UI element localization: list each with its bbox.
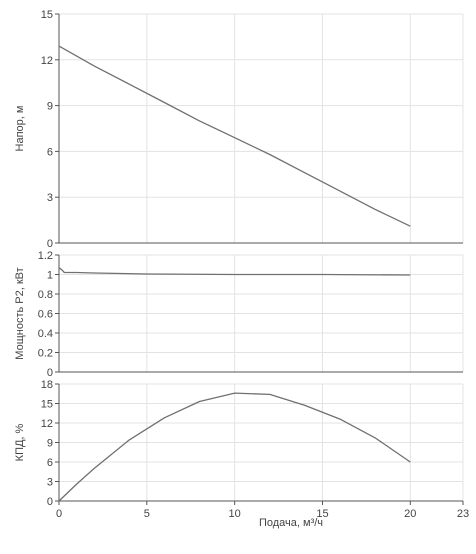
efficiency-ytick-label: 9 [47, 438, 53, 450]
power-ytick-label: 1 [47, 270, 53, 282]
efficiency-ytick-label: 6 [47, 457, 53, 469]
head-series-line [58, 45, 411, 227]
efficiency-ytick-label: 18 [41, 379, 53, 391]
power-ytick-label: 1.2 [38, 250, 53, 262]
efficiency-series-line [58, 392, 411, 502]
efficiency-xtick-label: 23 [457, 508, 469, 520]
power-ytick-label: 0.6 [38, 309, 53, 321]
efficiency-xlabel: Подача, м³/ч [259, 517, 323, 529]
head-ytick-label: 12 [41, 55, 53, 67]
head-ytick-label: 0 [47, 238, 53, 250]
head-ytick-label: 9 [47, 101, 53, 113]
efficiency-xtick-label: 10 [229, 508, 241, 520]
head-ytick-label: 3 [47, 192, 53, 204]
head-ytick-label: 6 [47, 146, 53, 158]
head-ytick-label: 15 [41, 9, 53, 21]
head-ylabel: Напор, м [14, 106, 26, 152]
power-ytick-label: 0.8 [38, 289, 53, 301]
efficiency-ytick-label: 15 [41, 399, 53, 411]
efficiency-xtick-label: 20 [404, 508, 416, 520]
power-ylabel: Мощность P2, кВт [14, 267, 26, 359]
power-ytick-label: 0 [47, 367, 53, 379]
efficiency-xtick-label: 0 [56, 508, 62, 520]
efficiency-ylabel: КПД, % [14, 423, 26, 461]
power-series-line [58, 267, 411, 276]
efficiency-ytick-label: 3 [47, 477, 53, 489]
power-ytick-label: 0.2 [38, 348, 53, 360]
efficiency-xtick-label: 15 [316, 508, 328, 520]
efficiency-ytick-label: 12 [41, 418, 53, 430]
efficiency-xtick-label: 5 [144, 508, 150, 520]
efficiency-ytick-label: 0 [47, 496, 53, 508]
power-ytick-label: 0.4 [38, 328, 53, 340]
